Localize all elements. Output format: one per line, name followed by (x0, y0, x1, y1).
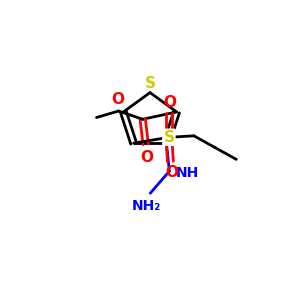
Text: NH: NH (176, 166, 199, 180)
Text: O: O (140, 150, 153, 165)
Text: S: S (145, 76, 155, 91)
Text: O: O (112, 92, 124, 107)
Text: O: O (164, 94, 177, 110)
Text: O: O (165, 165, 178, 180)
Text: S: S (164, 130, 174, 145)
Text: NH₂: NH₂ (132, 199, 161, 212)
